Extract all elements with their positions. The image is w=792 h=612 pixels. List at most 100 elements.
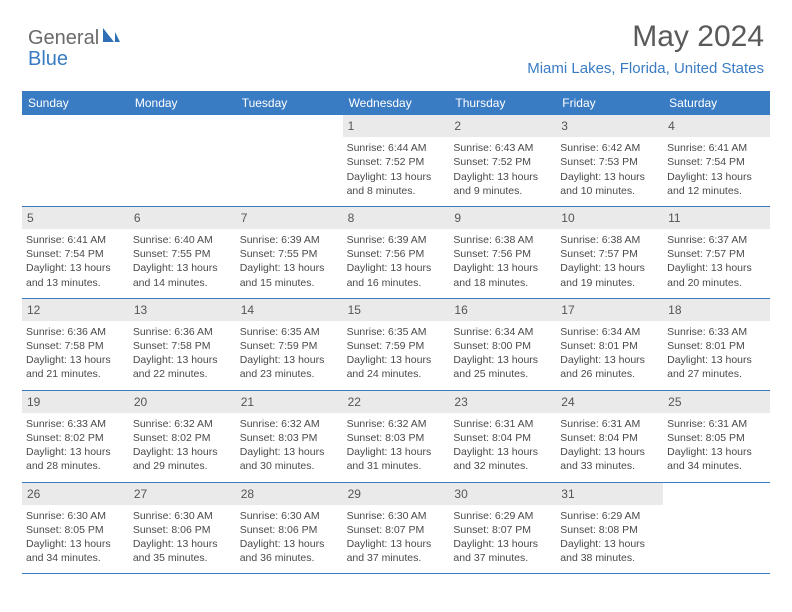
sunset-text: Sunset: 7:55 PM xyxy=(133,247,232,261)
daylight-text: and 27 minutes. xyxy=(667,367,766,381)
week-row: 19Sunrise: 6:33 AMSunset: 8:02 PMDayligh… xyxy=(22,391,770,483)
logo-text-a: General xyxy=(28,27,99,50)
sunrise-text: Sunrise: 6:38 AM xyxy=(560,233,659,247)
daylight-text: Daylight: 13 hours xyxy=(26,353,125,367)
sunrise-text: Sunrise: 6:42 AM xyxy=(560,141,659,155)
daylight-text: and 10 minutes. xyxy=(560,184,659,198)
daylight-text: and 38 minutes. xyxy=(560,551,659,565)
day-cell: 30Sunrise: 6:29 AMSunset: 8:07 PMDayligh… xyxy=(449,483,556,574)
sunrise-text: Sunrise: 6:35 AM xyxy=(347,325,446,339)
day-number: 15 xyxy=(343,299,450,321)
day-cell: 31Sunrise: 6:29 AMSunset: 8:08 PMDayligh… xyxy=(556,483,663,574)
day-cell: 7Sunrise: 6:39 AMSunset: 7:55 PMDaylight… xyxy=(236,207,343,298)
sunrise-text: Sunrise: 6:30 AM xyxy=(26,509,125,523)
day-cell: 24Sunrise: 6:31 AMSunset: 8:04 PMDayligh… xyxy=(556,391,663,482)
sunrise-text: Sunrise: 6:31 AM xyxy=(453,417,552,431)
sunrise-text: Sunrise: 6:39 AM xyxy=(347,233,446,247)
day-number: 25 xyxy=(663,391,770,413)
sunset-text: Sunset: 7:58 PM xyxy=(133,339,232,353)
day-number: 29 xyxy=(343,483,450,505)
location-text: Miami Lakes, Florida, United States xyxy=(527,60,764,77)
day-header: Thursday xyxy=(449,91,556,115)
day-number: 31 xyxy=(556,483,663,505)
day-cell: 12Sunrise: 6:36 AMSunset: 7:58 PMDayligh… xyxy=(22,299,129,390)
daylight-text: and 9 minutes. xyxy=(453,184,552,198)
sunset-text: Sunset: 8:03 PM xyxy=(240,431,339,445)
sunset-text: Sunset: 8:07 PM xyxy=(347,523,446,537)
daylight-text: Daylight: 13 hours xyxy=(560,170,659,184)
daylight-text: and 30 minutes. xyxy=(240,459,339,473)
sunrise-text: Sunrise: 6:31 AM xyxy=(667,417,766,431)
day-number: 24 xyxy=(556,391,663,413)
daylight-text: Daylight: 13 hours xyxy=(560,445,659,459)
logo-text-b: Blue xyxy=(28,48,68,71)
daylight-text: and 26 minutes. xyxy=(560,367,659,381)
sunset-text: Sunset: 7:54 PM xyxy=(667,155,766,169)
daylight-text: Daylight: 13 hours xyxy=(667,170,766,184)
sunset-text: Sunset: 7:58 PM xyxy=(26,339,125,353)
day-number: 2 xyxy=(449,115,556,137)
sunrise-text: Sunrise: 6:30 AM xyxy=(240,509,339,523)
sunset-text: Sunset: 8:03 PM xyxy=(347,431,446,445)
daylight-text: and 13 minutes. xyxy=(26,276,125,290)
daylight-text: and 37 minutes. xyxy=(347,551,446,565)
sunrise-text: Sunrise: 6:35 AM xyxy=(240,325,339,339)
sunrise-text: Sunrise: 6:43 AM xyxy=(453,141,552,155)
day-cell: 9Sunrise: 6:38 AMSunset: 7:56 PMDaylight… xyxy=(449,207,556,298)
day-number: 23 xyxy=(449,391,556,413)
day-header: Sunday xyxy=(22,91,129,115)
daylight-text: and 28 minutes. xyxy=(26,459,125,473)
daylight-text: Daylight: 13 hours xyxy=(133,537,232,551)
daylight-text: and 8 minutes. xyxy=(347,184,446,198)
sunset-text: Sunset: 8:01 PM xyxy=(560,339,659,353)
sunrise-text: Sunrise: 6:29 AM xyxy=(560,509,659,523)
daylight-text: Daylight: 13 hours xyxy=(560,261,659,275)
daylight-text: Daylight: 13 hours xyxy=(347,170,446,184)
sunrise-text: Sunrise: 6:41 AM xyxy=(667,141,766,155)
empty-cell xyxy=(129,115,236,206)
day-cell: 29Sunrise: 6:30 AMSunset: 8:07 PMDayligh… xyxy=(343,483,450,574)
day-number: 9 xyxy=(449,207,556,229)
sunrise-text: Sunrise: 6:30 AM xyxy=(347,509,446,523)
day-cell: 8Sunrise: 6:39 AMSunset: 7:56 PMDaylight… xyxy=(343,207,450,298)
daylight-text: Daylight: 13 hours xyxy=(133,445,232,459)
daylight-text: Daylight: 13 hours xyxy=(240,353,339,367)
day-number: 11 xyxy=(663,207,770,229)
daylight-text: Daylight: 13 hours xyxy=(560,353,659,367)
day-number: 12 xyxy=(22,299,129,321)
day-header: Tuesday xyxy=(236,91,343,115)
empty-cell xyxy=(236,115,343,206)
day-cell: 20Sunrise: 6:32 AMSunset: 8:02 PMDayligh… xyxy=(129,391,236,482)
sunrise-text: Sunrise: 6:41 AM xyxy=(26,233,125,247)
day-header: Friday xyxy=(556,91,663,115)
day-header: Wednesday xyxy=(343,91,450,115)
day-cell: 5Sunrise: 6:41 AMSunset: 7:54 PMDaylight… xyxy=(22,207,129,298)
daylight-text: and 29 minutes. xyxy=(133,459,232,473)
daylight-text: and 12 minutes. xyxy=(667,184,766,198)
day-cell: 18Sunrise: 6:33 AMSunset: 8:01 PMDayligh… xyxy=(663,299,770,390)
daylight-text: and 36 minutes. xyxy=(240,551,339,565)
daylight-text: Daylight: 13 hours xyxy=(347,445,446,459)
daylight-text: and 37 minutes. xyxy=(453,551,552,565)
sunset-text: Sunset: 8:05 PM xyxy=(26,523,125,537)
sunrise-text: Sunrise: 6:34 AM xyxy=(560,325,659,339)
day-cell: 1Sunrise: 6:44 AMSunset: 7:52 PMDaylight… xyxy=(343,115,450,206)
sunrise-text: Sunrise: 6:37 AM xyxy=(667,233,766,247)
sunset-text: Sunset: 8:01 PM xyxy=(667,339,766,353)
daylight-text: and 33 minutes. xyxy=(560,459,659,473)
daylight-text: Daylight: 13 hours xyxy=(26,445,125,459)
day-cell: 15Sunrise: 6:35 AMSunset: 7:59 PMDayligh… xyxy=(343,299,450,390)
sunset-text: Sunset: 7:53 PM xyxy=(560,155,659,169)
week-row: 5Sunrise: 6:41 AMSunset: 7:54 PMDaylight… xyxy=(22,207,770,299)
daylight-text: Daylight: 13 hours xyxy=(240,445,339,459)
daylight-text: and 19 minutes. xyxy=(560,276,659,290)
sunrise-text: Sunrise: 6:36 AM xyxy=(133,325,232,339)
day-of-week-header: SundayMondayTuesdayWednesdayThursdayFrid… xyxy=(22,91,770,115)
day-number: 17 xyxy=(556,299,663,321)
day-number: 8 xyxy=(343,207,450,229)
sunrise-text: Sunrise: 6:40 AM xyxy=(133,233,232,247)
daylight-text: and 21 minutes. xyxy=(26,367,125,381)
sunrise-text: Sunrise: 6:34 AM xyxy=(453,325,552,339)
day-number: 4 xyxy=(663,115,770,137)
daylight-text: Daylight: 13 hours xyxy=(453,537,552,551)
